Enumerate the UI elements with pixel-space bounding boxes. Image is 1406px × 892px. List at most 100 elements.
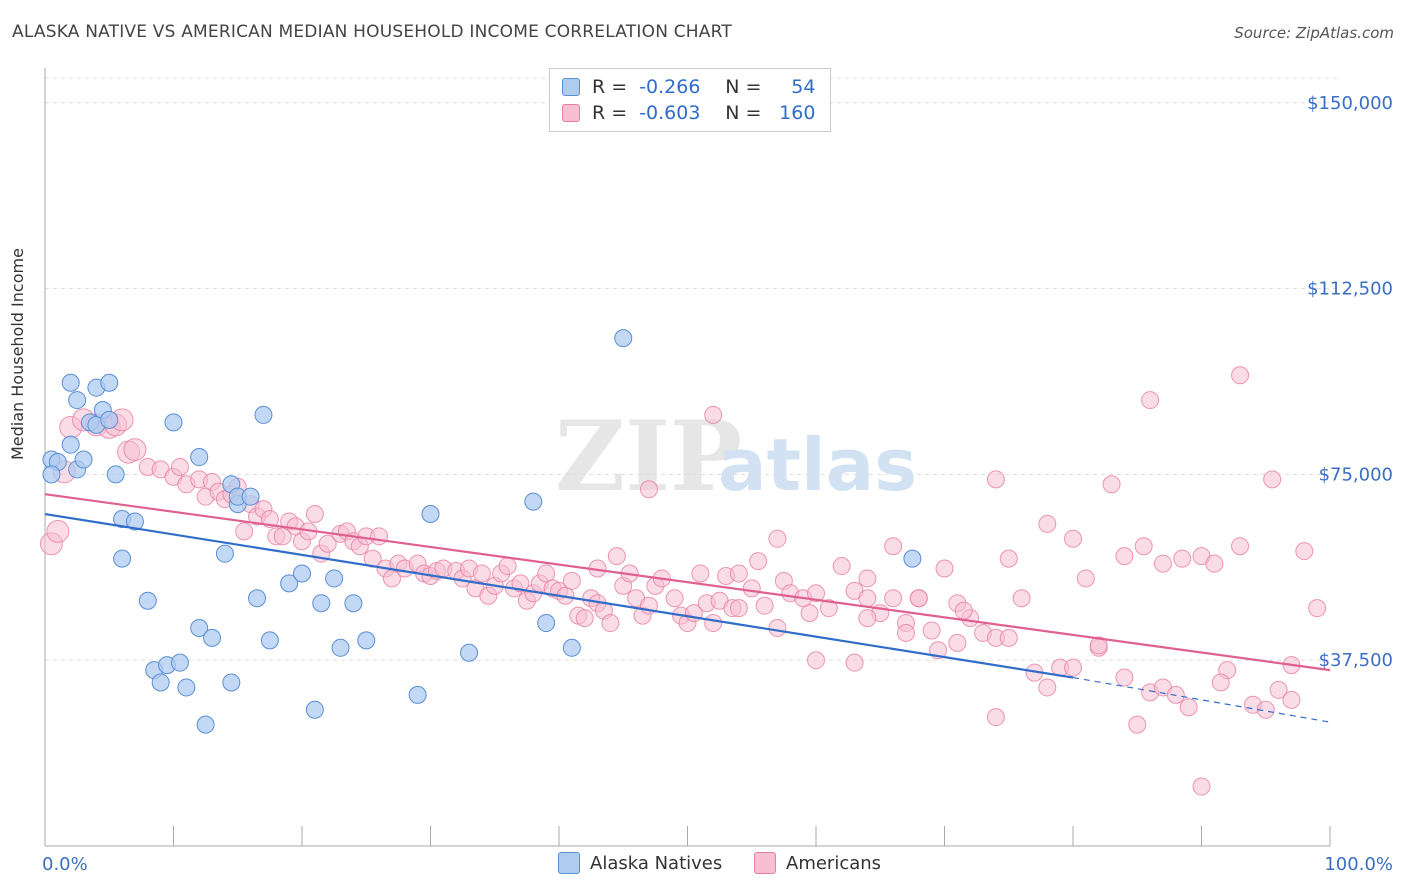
alaska-native-point [312, 594, 331, 613]
legend-r-label: R = [592, 76, 634, 98]
bottom-legend-swatch-blue [558, 852, 580, 874]
american-point [922, 621, 941, 640]
american-point [607, 547, 626, 566]
american-point [575, 609, 594, 628]
alaska-native-point [421, 505, 440, 524]
watermark-atlas: atlas [718, 423, 917, 507]
alaska-native-point [170, 653, 189, 672]
american-point [691, 564, 710, 583]
americans-trend-line [44, 493, 1331, 672]
legend-n-value: 54 [791, 76, 816, 98]
alaska-native-point [190, 448, 209, 467]
american-point [511, 574, 530, 593]
american-point [729, 564, 748, 583]
american-point [498, 557, 517, 576]
american-point [768, 529, 787, 548]
american-point [1128, 715, 1147, 734]
legend-row-alaska-natives: R = -0.266 N = 54 [562, 75, 815, 99]
american-point [1012, 589, 1031, 608]
american-point [1179, 698, 1198, 717]
bottom-legend-americans: Americans [754, 852, 881, 874]
legend-swatch-blue [562, 78, 580, 96]
legend-r-value: -0.603 [639, 102, 701, 124]
american-point [858, 609, 877, 628]
chart-source: Source: ZipAtlas.com [1234, 24, 1394, 42]
american-point [1205, 554, 1224, 573]
chart-title: ALASKA NATIVE VS AMERICAN MEDIAN HOUSEHO… [12, 22, 732, 42]
american-point [800, 604, 819, 623]
american-point [370, 527, 389, 546]
alaska-native-point [177, 678, 196, 697]
y-tick-label: $150,000 [1307, 93, 1393, 114]
alaska-native-point [562, 638, 581, 657]
bottom-legend-alaska-natives: Alaska Natives [558, 852, 722, 874]
american-point [305, 505, 324, 524]
alaska-native-point [248, 589, 267, 608]
axes [44, 68, 1331, 847]
american-point [704, 405, 723, 424]
legend: R = -0.266 N = 54 R = -0.603 N = 160 [549, 68, 831, 132]
american-point [1308, 599, 1327, 618]
american-point [884, 537, 903, 556]
alaska-native-point [100, 410, 119, 429]
legend-n-label: N = [725, 76, 768, 98]
american-point [1231, 366, 1250, 385]
alaska-native-point [203, 628, 222, 647]
american-point [639, 480, 658, 499]
american-point [1141, 391, 1160, 410]
alaska-native-point [293, 564, 311, 583]
alaska-native-point [151, 673, 170, 692]
american-point [742, 579, 761, 598]
american-point [1089, 636, 1108, 655]
american-point [986, 470, 1005, 489]
legend-r-label: R = [592, 102, 634, 124]
american-point [1064, 529, 1082, 548]
american-point [1115, 547, 1134, 566]
y-axis-label: Median Household Income [8, 248, 27, 460]
american-point [318, 534, 337, 553]
american-point [807, 584, 825, 603]
american-point [954, 601, 973, 620]
american-point [999, 628, 1018, 647]
alaska-native-point [164, 413, 183, 432]
american-point [537, 564, 556, 583]
american-point [749, 552, 768, 571]
american-point [260, 509, 279, 528]
alaska-native-point [215, 544, 234, 563]
american-point [858, 569, 877, 588]
american-point [1102, 475, 1121, 494]
american-point [755, 596, 774, 615]
alaska-native-point [100, 373, 119, 392]
american-point [1134, 537, 1153, 556]
american-point [909, 589, 928, 608]
american-point [729, 599, 748, 618]
american-point [1269, 680, 1288, 699]
american-point [986, 708, 1005, 727]
alaska-native-point [61, 435, 80, 454]
x-tick-labels: 0.0% 100.0% [42, 854, 1393, 875]
american-point [601, 614, 620, 633]
alaska-native-point [524, 492, 543, 511]
alaska-native-point [614, 329, 633, 348]
alaska-native-point [357, 631, 376, 650]
american-point [832, 557, 851, 576]
alaska-native-point [196, 715, 215, 734]
american-point [1231, 537, 1250, 556]
alaska-native-point [254, 405, 273, 424]
alaska-native-point [408, 685, 427, 704]
american-point [1076, 569, 1095, 588]
alaska-native-point [113, 549, 132, 568]
y-tick-label: $75,000 [1319, 464, 1393, 485]
alaska-native-point [138, 591, 157, 610]
alaska-native-point [222, 673, 241, 692]
legend-swatch-pink [562, 104, 580, 122]
american-point [1153, 554, 1172, 573]
american-point [665, 589, 684, 608]
y-tick-label: $37,500 [1319, 650, 1393, 671]
alaska-native-point [280, 574, 299, 593]
american-point [819, 599, 838, 618]
american-point [948, 633, 967, 652]
legend-n-label: N = [725, 102, 768, 124]
american-point [807, 651, 825, 670]
